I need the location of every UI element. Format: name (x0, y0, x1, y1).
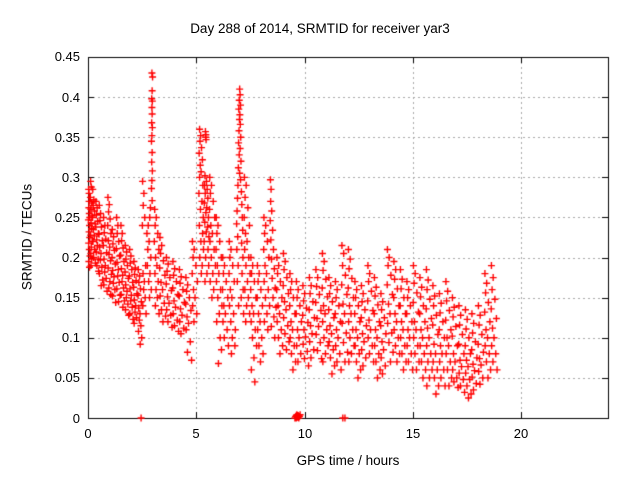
x-tick-label: 5 (192, 426, 200, 441)
y-tick-label: 0.1 (61, 330, 80, 345)
y-tick-label: 0.45 (54, 49, 80, 64)
x-tick-label: 0 (84, 426, 92, 441)
y-tick-label: 0.25 (54, 210, 80, 225)
x-tick-label: 15 (405, 426, 421, 441)
x-axis-label: GPS time / hours (296, 453, 400, 468)
y-tick-label: 0.4 (61, 90, 80, 105)
chart-title: Day 288 of 2014, SRMTID for receiver yar… (190, 21, 450, 36)
x-tick-label: 20 (513, 426, 529, 441)
y-tick-label: 0.2 (61, 250, 80, 265)
y-tick-label: 0.35 (54, 130, 80, 145)
y-tick-label: 0.3 (61, 170, 80, 185)
y-tick-label: 0.15 (54, 290, 80, 305)
y-axis-label: SRMTID / TECUs (19, 183, 35, 291)
x-tick-label: 10 (297, 426, 313, 441)
y-tick-label: 0 (72, 411, 80, 426)
y-tick-label: 0.05 (54, 370, 80, 385)
